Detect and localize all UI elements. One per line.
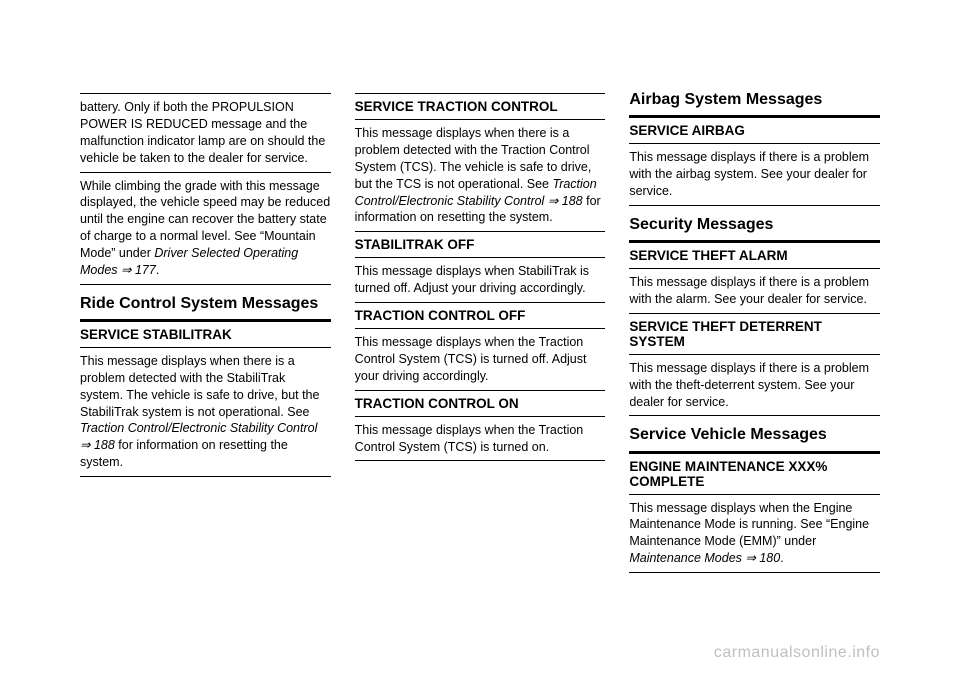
rule [629,143,880,144]
body-text: This message displays if there is a prob… [629,147,880,202]
heading-3: TRACTION CONTROL OFF [355,306,606,325]
cross-ref: Traction Control/Electronic Stability Co… [80,421,317,435]
body-text: This message displays if there is a prob… [629,272,880,310]
rule [80,172,331,173]
heading-2: Security Messages [629,209,880,236]
heading-3: SERVICE THEFT DETERRENT SYSTEM [629,317,880,351]
rule [629,313,880,314]
rule [355,231,606,232]
rule [629,354,880,355]
heading-2: Service Vehicle Messages [629,419,880,446]
rule [629,205,880,206]
heading-2: Airbag System Messages [629,90,880,111]
rule [80,284,331,285]
body-text: While climbing the grade with this messa… [80,176,331,281]
rule-thick [629,240,880,243]
body-text: This message displays when the Traction … [355,420,606,458]
heading-3: SERVICE AIRBAG [629,121,880,140]
body-text: This message displays when there is a pr… [355,123,606,228]
rule [355,416,606,417]
rule [629,494,880,495]
text-run: This message displays when there is a pr… [80,354,319,419]
heading-3: TRACTION CONTROL ON [355,394,606,413]
heading-3: ENGINE MAINTENANCE XXX% COMPLETE [629,457,880,491]
rule [355,302,606,303]
rule [80,347,331,348]
rule [355,390,606,391]
body-text: This message displays when the Traction … [355,332,606,387]
body-text: This message displays if there is a prob… [629,358,880,413]
page-ref: ⇒ 188 [548,194,583,208]
page-ref: ⇒ 180 [745,551,780,565]
rule [629,572,880,573]
body-text: This message displays when there is a pr… [80,351,331,473]
heading-3: STABILITRAK OFF [355,235,606,254]
rule [355,257,606,258]
rule [629,415,880,416]
text-run: . [156,263,159,277]
watermark: carmanualsonline.info [714,644,880,662]
column-2: SERVICE TRACTION CONTROL This message di… [355,90,606,576]
rule-thick [629,115,880,118]
rule [355,93,606,94]
column-3: Airbag System Messages SERVICE AIRBAG Th… [629,90,880,576]
text-run: This message displays when the Engine Ma… [629,501,869,549]
body-text: battery. Only if both the PROPULSION POW… [80,97,331,169]
rule [80,476,331,477]
rule [355,328,606,329]
page-content: battery. Only if both the PROPULSION POW… [0,0,960,636]
body-text: This message displays when StabiliTrak i… [355,261,606,299]
heading-3: SERVICE STABILITRAK [80,325,331,344]
rule [355,460,606,461]
rule-thick [629,451,880,454]
cross-ref: Maintenance Modes [629,551,745,565]
page-ref: ⇒ 177 [121,263,156,277]
heading-3: SERVICE THEFT ALARM [629,246,880,265]
rule [355,119,606,120]
rule [80,93,331,94]
rule [629,268,880,269]
body-text: This message displays when the Engine Ma… [629,498,880,570]
column-1: battery. Only if both the PROPULSION POW… [80,90,331,576]
heading-2: Ride Control System Messages [80,288,331,315]
heading-3: SERVICE TRACTION CONTROL [355,97,606,116]
text-run: . [780,551,783,565]
rule-thick [80,319,331,322]
page-ref: ⇒ 188 [80,438,115,452]
